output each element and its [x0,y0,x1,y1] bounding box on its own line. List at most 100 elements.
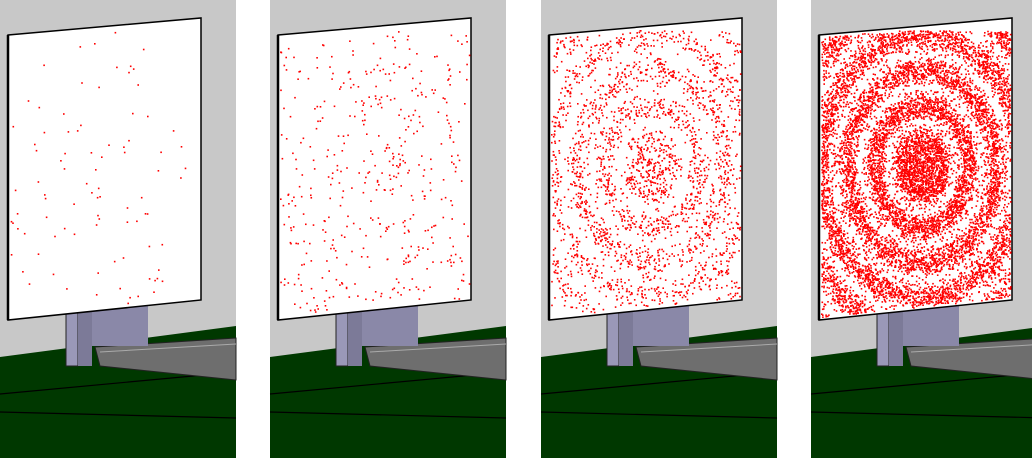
hit-dot [694,170,696,172]
hit-dot [956,234,958,236]
hit-dot [714,218,716,220]
hit-dot [652,198,654,200]
hit-dot [716,143,718,145]
hit-dot [996,297,998,299]
hit-dot [682,279,684,281]
hit-dot [299,186,301,188]
hit-dot [707,52,709,54]
hit-dot [346,167,348,169]
hit-dot [387,95,389,97]
hit-dot [613,120,615,122]
hit-dot [888,216,890,218]
hit-dot [683,124,685,126]
hit-dot [559,281,561,283]
hit-dot [606,179,608,181]
hit-dot [589,62,591,64]
hit-dot [663,202,665,204]
hit-dot [590,194,592,196]
hit-dot [716,287,718,289]
hit-dot [671,138,673,140]
hit-dot [39,107,41,109]
hit-dot [726,242,728,244]
hit-dot [646,141,648,143]
hit-dot [659,294,661,296]
hit-dot [653,40,655,42]
hit-dot [381,107,383,109]
hit-dot [719,79,721,81]
hit-dot [372,299,374,301]
hit-dot [305,224,307,226]
hit-dot [715,268,717,270]
hit-dot [702,231,704,233]
hit-dot [699,52,701,54]
hit-dot [705,90,707,92]
hit-dot [981,118,983,120]
hit-dot [599,180,601,182]
hit-dot [648,102,650,104]
hit-dot [637,183,639,185]
hit-dot [13,126,15,128]
hit-dot [661,171,663,173]
hit-dot [573,147,575,149]
hit-dot [311,197,313,199]
hit-dot [679,165,681,167]
hit-dot [696,226,698,228]
hit-dot [724,231,726,233]
hit-dot [845,190,847,192]
hit-dot [664,229,666,231]
hit-dot [646,305,648,307]
hit-dot [601,109,603,111]
hit-dot [413,133,415,135]
hit-dot [657,183,659,185]
hit-dot [451,155,453,157]
hit-dot [615,90,617,92]
hit-dot [392,153,394,155]
hit-dot [725,187,727,189]
hit-dot [699,164,701,166]
hit-dot [712,217,714,219]
hit-dot [649,163,651,165]
hit-dot [568,206,570,208]
hit-dot [640,30,642,32]
hit-dot [634,223,636,225]
hit-dot [929,209,931,211]
hit-dot [606,229,608,231]
stand-post [78,306,92,366]
hit-dot [598,229,600,231]
hit-dot [983,160,985,162]
hit-dot [98,188,100,190]
hit-dot [390,80,392,82]
hit-dot [573,169,575,171]
hit-dot [408,35,410,37]
hit-dot [390,178,392,180]
hit-dot [880,272,882,274]
hit-dot [614,186,616,188]
hit-dot [563,102,565,104]
hit-dot [399,163,401,165]
hit-dot [642,230,644,232]
hit-dot [617,260,619,262]
hit-dot [737,43,739,45]
hit-dot [707,211,709,213]
panel [541,0,777,458]
hit-dot [368,96,370,98]
hit-dot [638,152,640,154]
hit-dot [575,65,577,67]
hit-dot [693,208,695,210]
hit-dot [620,110,622,112]
hit-dot [626,91,628,93]
hit-dot [642,110,644,112]
hit-dot [450,200,452,202]
hit-dot [660,197,662,199]
hit-dot [692,181,694,183]
hit-dot [613,96,615,98]
hit-dot [587,258,589,260]
hit-dot [603,158,605,160]
hit-dot [720,261,722,263]
hit-dot [656,189,658,191]
hit-dot [564,305,566,307]
hit-dot [625,115,627,117]
hit-dot [576,253,578,255]
hit-dot [714,219,716,221]
hit-dot [635,193,637,195]
